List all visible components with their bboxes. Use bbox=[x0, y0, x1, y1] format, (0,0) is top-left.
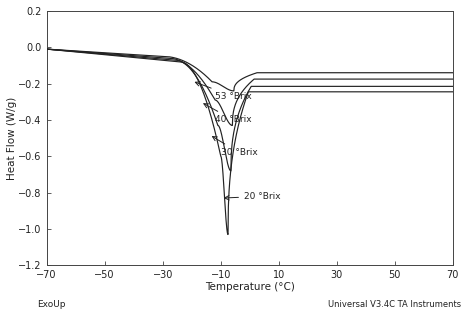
Y-axis label: Heat Flow (W/g): Heat Flow (W/g) bbox=[7, 96, 17, 180]
Text: 53 °Brix: 53 °Brix bbox=[195, 82, 252, 101]
Text: 30 °Brix: 30 °Brix bbox=[212, 137, 258, 157]
Text: ExoUp: ExoUp bbox=[37, 300, 66, 309]
Text: 40 °Brix: 40 °Brix bbox=[204, 104, 252, 124]
X-axis label: Temperature (°C): Temperature (°C) bbox=[205, 282, 295, 292]
Text: 20 °Brix: 20 °Brix bbox=[225, 192, 281, 201]
Text: Universal V3.4C TA Instruments: Universal V3.4C TA Instruments bbox=[328, 300, 461, 309]
